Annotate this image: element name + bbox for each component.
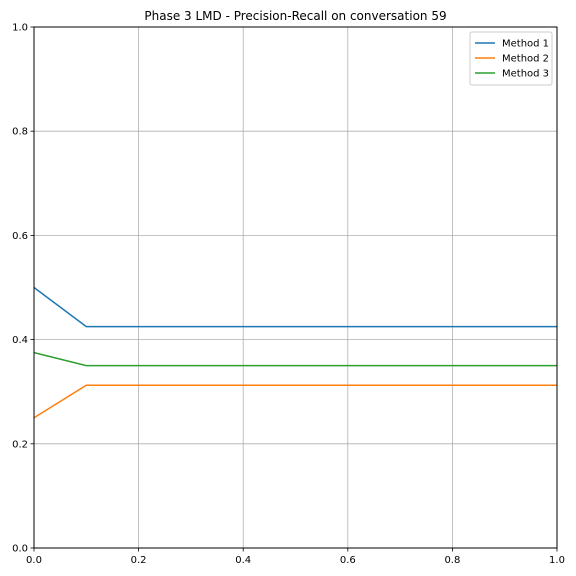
legend-label: Method 1 bbox=[502, 39, 549, 50]
series-line-2 bbox=[33, 384, 557, 419]
chart-title: Phase 3 LMD - Precision-Recall on conver… bbox=[144, 9, 446, 23]
y-tick-label: 0.0 bbox=[12, 544, 28, 555]
series-lines bbox=[33, 286, 557, 419]
legend: Method 1 Method 2 Method 3 bbox=[469, 31, 553, 86]
x-tick-label: 0.6 bbox=[340, 555, 356, 566]
x-axis-ticks: 0.0 0.2 0.4 0.6 0.8 1.0 bbox=[26, 548, 565, 566]
plot-frame bbox=[33, 26, 558, 549]
y-tick-label: 0.8 bbox=[12, 127, 28, 138]
x-tick-label: 0.4 bbox=[235, 555, 251, 566]
grid bbox=[33, 26, 558, 549]
y-tick-label: 0.6 bbox=[12, 231, 28, 242]
y-tick-label: 0.4 bbox=[12, 335, 28, 346]
legend-box bbox=[469, 31, 553, 86]
x-tick-label: 0.8 bbox=[444, 555, 460, 566]
legend-label: Method 3 bbox=[502, 69, 549, 80]
y-axis-ticks: 0.0 0.2 0.4 0.6 0.8 1.0 bbox=[12, 23, 34, 555]
y-tick-label: 0.2 bbox=[12, 439, 28, 450]
x-tick-label: 0.0 bbox=[26, 555, 42, 566]
y-tick-label: 1.0 bbox=[12, 23, 28, 34]
x-tick-label: 0.2 bbox=[131, 555, 147, 566]
series-line-3 bbox=[33, 351, 557, 367]
legend-label: Method 2 bbox=[502, 54, 549, 65]
x-tick-label: 1.0 bbox=[549, 555, 565, 566]
series-line-1 bbox=[33, 286, 557, 328]
